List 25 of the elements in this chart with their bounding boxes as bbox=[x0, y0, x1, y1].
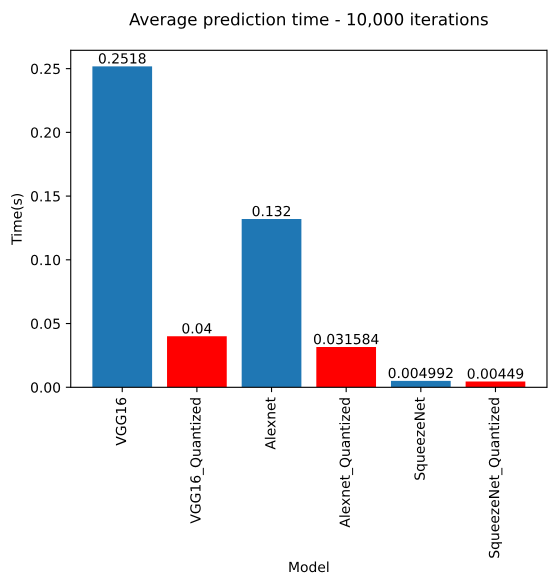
data-label: 0.00449 bbox=[468, 368, 524, 379]
y-tick-label: 0.15 bbox=[31, 191, 60, 202]
y-axis-title: Time(s) bbox=[11, 194, 24, 245]
bar bbox=[92, 66, 152, 388]
data-label: 0.04 bbox=[182, 323, 212, 334]
data-label: 0.2518 bbox=[98, 53, 146, 64]
y-tick-label: 0.10 bbox=[31, 254, 60, 266]
x-axis-title: Model bbox=[289, 561, 328, 572]
x-tick-label: Alexnet bbox=[264, 397, 276, 450]
x-tick-label: SqueezeNet_Quantized bbox=[488, 398, 502, 558]
data-label: 0.004992 bbox=[388, 368, 453, 378]
y-tick-label: 0.20 bbox=[31, 127, 60, 138]
data-label: 0.031584 bbox=[314, 334, 379, 344]
x-tick-label: SqueezeNet bbox=[414, 397, 428, 480]
y-tick-label: 0.25 bbox=[31, 64, 60, 74]
bar bbox=[316, 347, 376, 388]
x-tick-label: VGG16 bbox=[116, 398, 126, 446]
bar bbox=[167, 336, 227, 388]
x-tick-label: VGG16_Quantized bbox=[190, 398, 204, 524]
data-label: 0.132 bbox=[252, 206, 290, 216]
y-tick-label: 0.00 bbox=[31, 382, 60, 393]
bar bbox=[242, 219, 302, 388]
y-tick-label: 0.05 bbox=[31, 318, 60, 330]
x-tick-label: Alexnet_Quantized bbox=[339, 398, 354, 528]
chart-title: Average prediction time - 10,000 iterations bbox=[129, 12, 488, 29]
